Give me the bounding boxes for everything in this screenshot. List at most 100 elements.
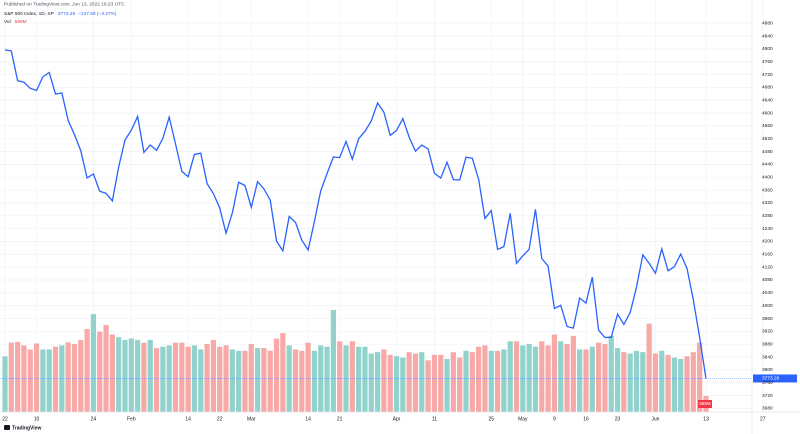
volume-bar bbox=[684, 356, 690, 412]
vol-name: Vol bbox=[4, 19, 11, 25]
volume-bar bbox=[577, 349, 583, 412]
last-price-badge bbox=[753, 374, 797, 383]
y-tick-label: 4360 bbox=[762, 187, 773, 193]
volume-bar bbox=[482, 345, 488, 412]
volume-bar bbox=[532, 346, 539, 412]
y-tick-label: 3760 bbox=[762, 380, 773, 386]
volume-bar bbox=[412, 353, 419, 412]
volume-bar bbox=[15, 341, 21, 412]
volume-bar bbox=[400, 357, 406, 412]
x-tick-label: Mar bbox=[247, 416, 256, 422]
volume-bar bbox=[614, 348, 621, 412]
volume-bar bbox=[135, 339, 141, 412]
y-tick-label: 4760 bbox=[762, 59, 773, 65]
y-tick-label: 4400 bbox=[762, 175, 773, 181]
volume-bar bbox=[128, 338, 134, 412]
vol-last: 589M bbox=[15, 19, 27, 25]
y-tick-label: 4000 bbox=[762, 303, 773, 309]
volume bbox=[2, 310, 709, 412]
volume-bar bbox=[198, 349, 204, 412]
volume-bar bbox=[608, 335, 614, 412]
x-tick-label: 22 bbox=[217, 416, 223, 422]
volume-bar bbox=[425, 360, 431, 412]
volume-bar bbox=[223, 345, 229, 412]
published: Published on TradingView.com, Jun 13, 20… bbox=[4, 1, 125, 7]
y-tick-label: 4560 bbox=[762, 123, 773, 129]
volume-label: 589M bbox=[699, 401, 711, 406]
x-tick-label: 25 bbox=[488, 416, 494, 422]
volume-bar bbox=[204, 344, 210, 412]
y-tick-label: 3840 bbox=[762, 354, 773, 360]
x-tick-label: 14 bbox=[185, 416, 191, 422]
y-tick-label: 4280 bbox=[762, 213, 773, 219]
volume-bar bbox=[374, 352, 381, 412]
x-tick-label: May bbox=[518, 416, 528, 422]
y-tick-label: 3680 bbox=[762, 406, 773, 412]
volume-bar bbox=[570, 335, 576, 412]
volume-bar bbox=[65, 342, 71, 412]
volume-bar bbox=[583, 349, 589, 412]
volume-badge bbox=[698, 400, 712, 408]
volume-bar bbox=[646, 323, 652, 412]
volume-bar bbox=[450, 352, 456, 412]
brand-logo bbox=[4, 425, 10, 430]
volume-bar bbox=[406, 352, 412, 412]
x-tick-label: 24 bbox=[91, 416, 97, 422]
volume-bar bbox=[659, 350, 665, 412]
volume-bar bbox=[349, 341, 355, 412]
volume-bar bbox=[513, 341, 520, 412]
x-tick-label: 23 bbox=[615, 416, 621, 422]
y-tick-label: 4800 bbox=[762, 46, 773, 52]
y-tick-label: 4440 bbox=[762, 162, 773, 168]
volume-bar bbox=[665, 354, 671, 412]
volume-bar bbox=[324, 346, 330, 412]
volume-bar bbox=[33, 343, 40, 412]
y-tick-label: 3960 bbox=[762, 316, 773, 322]
y-tick-label: 4120 bbox=[762, 264, 773, 270]
volume-bar bbox=[457, 357, 463, 412]
volume-bar bbox=[671, 357, 677, 412]
volume-bar bbox=[267, 350, 273, 412]
volume-bar bbox=[501, 349, 507, 412]
y-tick-label: 4680 bbox=[762, 85, 773, 91]
volume-bar bbox=[318, 345, 324, 412]
volume-bar bbox=[286, 345, 292, 412]
legend-volume: Vol 589M bbox=[4, 19, 27, 25]
y-tick-label: 3920 bbox=[762, 329, 773, 335]
x-tick-label: 10 bbox=[34, 416, 40, 422]
symbol: S&P 500 Index, 1D, SP bbox=[4, 11, 54, 17]
volume-bar bbox=[40, 349, 46, 412]
volume-bar bbox=[381, 349, 387, 412]
volume-bar bbox=[261, 348, 267, 412]
last-price-label: 3773.26 bbox=[762, 376, 780, 382]
volume-bar bbox=[27, 349, 33, 412]
y-tick-label: 4840 bbox=[762, 33, 773, 39]
volume-bar bbox=[678, 358, 684, 412]
y-tick-label: 3880 bbox=[762, 341, 773, 347]
volume-bar bbox=[210, 339, 216, 412]
volume-bar bbox=[356, 346, 362, 412]
volume-bar bbox=[191, 345, 198, 412]
volume-bar bbox=[292, 349, 299, 412]
volume-bar bbox=[185, 346, 191, 412]
volume-bar bbox=[507, 341, 513, 412]
volume-bar bbox=[179, 342, 185, 412]
x-tick-label: Apr bbox=[393, 416, 401, 422]
volume-bar bbox=[627, 353, 633, 412]
volume-bar bbox=[476, 346, 482, 412]
x-tick-label: 27 bbox=[760, 416, 766, 422]
volume-bar bbox=[229, 349, 235, 412]
brand: TradingView bbox=[4, 425, 41, 431]
volume-bar bbox=[305, 342, 311, 412]
volume-bar bbox=[97, 331, 103, 412]
y-tick-label: 3720 bbox=[762, 393, 773, 399]
volume-bar bbox=[330, 310, 336, 412]
y-tick-label: 4600 bbox=[762, 110, 773, 116]
y-tick-label: 4200 bbox=[762, 239, 773, 245]
x-tick-label: Jun bbox=[651, 416, 659, 422]
volume-bar bbox=[166, 345, 172, 412]
legend-price: S&P 500 Index, 1D, SP 3773.26 −127.59 (−3.… bbox=[4, 11, 117, 17]
x-tick-label: 13 bbox=[703, 416, 709, 422]
volume-bar bbox=[90, 314, 97, 412]
price-line bbox=[4, 49, 707, 379]
